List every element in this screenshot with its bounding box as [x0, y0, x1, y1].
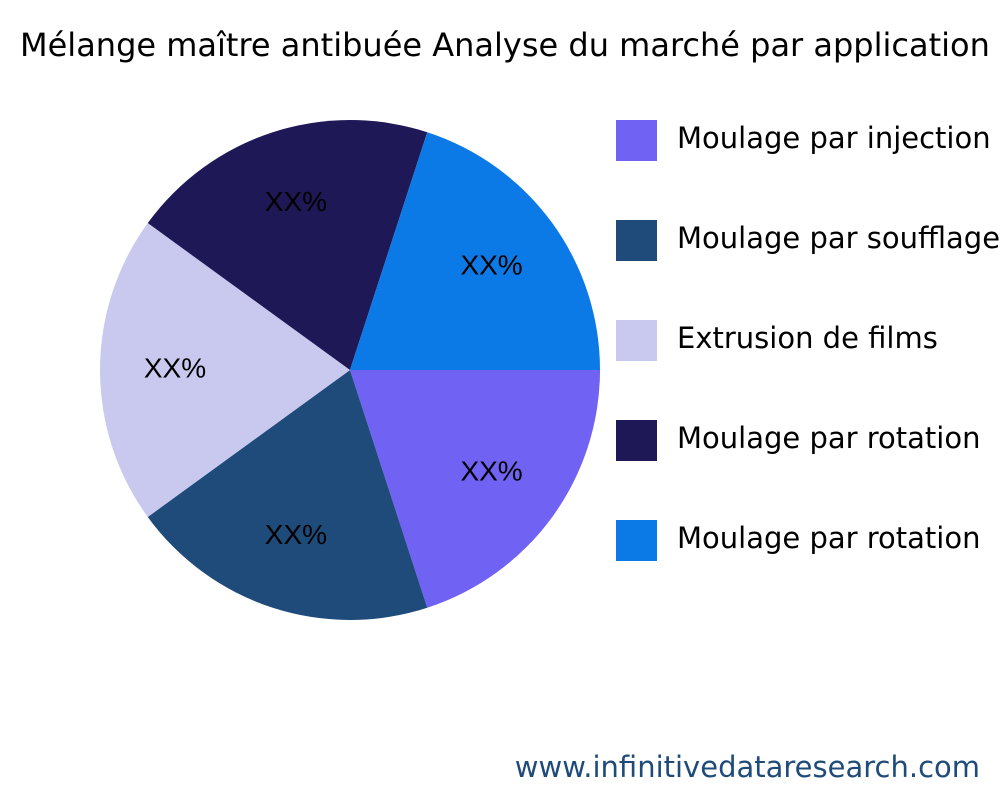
legend-label: Moulage par injection: [677, 121, 991, 155]
slice-label: XX%: [144, 352, 206, 383]
pie-slice: [350, 132, 600, 370]
pie-slice: [147, 370, 428, 620]
legend-swatch: [616, 320, 657, 361]
pie-slice: [147, 120, 428, 370]
legend-swatch: [616, 520, 657, 561]
slice-label: XX%: [265, 519, 327, 550]
slice-label: XX%: [265, 186, 327, 217]
slice-label: XX%: [460, 455, 522, 486]
legend-swatch: [616, 420, 657, 461]
pie-slice: [100, 223, 350, 517]
legend-swatch: [616, 220, 657, 261]
slice-label: XX%: [460, 250, 522, 281]
watermark: www.infinitivedataresearch.com: [515, 750, 980, 784]
chart-title: Mélange maître antibuée Analyse du march…: [20, 26, 990, 64]
legend-label: Moulage par rotation: [677, 421, 980, 455]
legend-label: Moulage par soufflage: [677, 221, 1000, 255]
pie-slice: [350, 370, 600, 608]
legend-label: Moulage par rotation: [677, 521, 980, 555]
legend-swatch: [616, 120, 657, 161]
legend-label: Extrusion de films: [677, 321, 938, 355]
